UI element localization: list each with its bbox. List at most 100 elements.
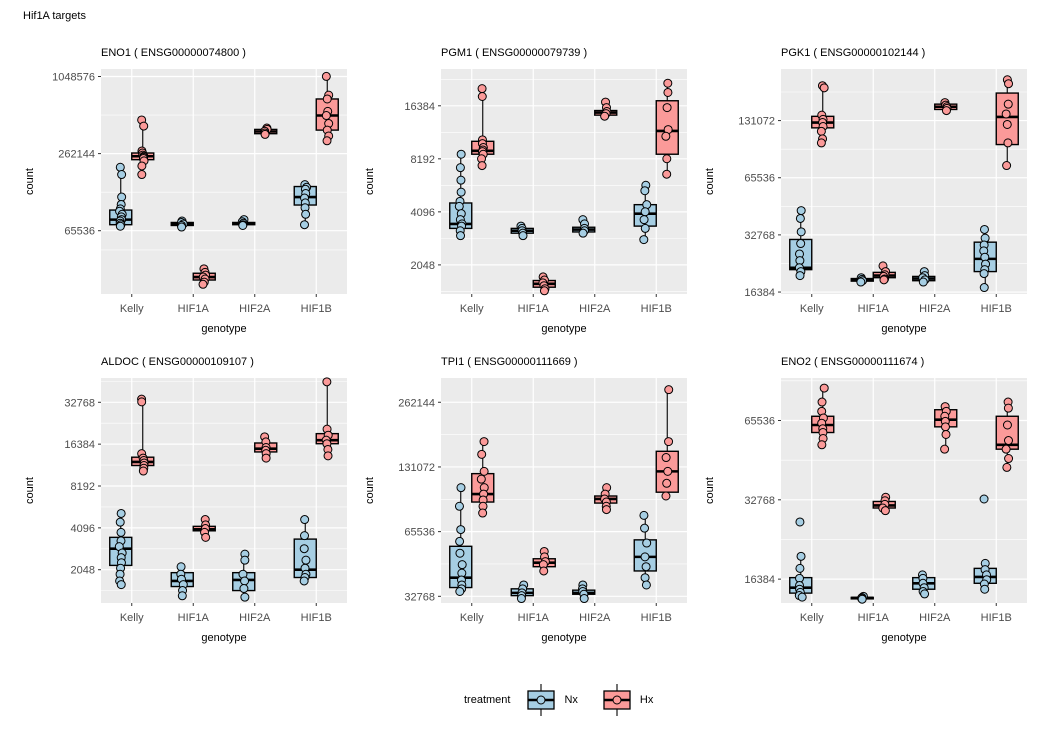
data-point bbox=[201, 532, 211, 542]
data-point bbox=[479, 466, 489, 476]
y-tick-label: 2048 bbox=[411, 260, 435, 272]
box-nx-kelly bbox=[789, 517, 813, 602]
panel-1: 65536 262144 1048576 Kelly HIF1A HIF2A HIF1B EN… bbox=[24, 47, 347, 335]
data-point bbox=[115, 221, 125, 231]
x-tick-label: Kelly bbox=[460, 612, 484, 624]
data-point bbox=[640, 207, 650, 217]
data-point bbox=[299, 544, 309, 554]
data-point bbox=[662, 103, 672, 113]
panel-2: 2048 4096 8192 16384 Kelly HIF1A HIF2A HIF1B PGM… bbox=[364, 47, 687, 335]
data-point bbox=[879, 275, 889, 285]
data-point bbox=[456, 175, 466, 185]
data-point bbox=[796, 239, 806, 249]
panel-title: PGM1 ( ENSG00000079739 ) bbox=[441, 47, 587, 59]
box-hx-hif1a bbox=[192, 264, 216, 289]
box-nx-kelly bbox=[109, 508, 133, 590]
box-hx-hif1b bbox=[655, 385, 679, 501]
x-axis-label: genotype bbox=[201, 323, 246, 335]
data-point bbox=[138, 466, 148, 476]
box-hx-hif1b bbox=[315, 71, 339, 146]
box-nx-hif1a bbox=[510, 221, 534, 241]
legend-key-hx bbox=[603, 684, 631, 716]
x-tick-label: Kelly bbox=[120, 303, 144, 315]
box-hx-hif1b bbox=[315, 377, 339, 461]
y-axis-label: count bbox=[704, 168, 716, 195]
data-point bbox=[117, 170, 127, 180]
data-point bbox=[880, 506, 890, 516]
legend-label-nx: Nx bbox=[564, 694, 578, 706]
box-hx-kelly bbox=[131, 394, 155, 476]
data-point bbox=[796, 206, 806, 216]
data-point bbox=[796, 551, 806, 561]
data-point bbox=[476, 474, 486, 484]
box-hx-hif1b bbox=[995, 397, 1019, 472]
legend-key-nx bbox=[527, 684, 556, 716]
data-point bbox=[664, 437, 674, 447]
data-point bbox=[1002, 420, 1012, 430]
data-point bbox=[662, 154, 672, 164]
data-point bbox=[601, 505, 611, 515]
data-point bbox=[177, 222, 187, 232]
box-nx-hif1b bbox=[973, 494, 997, 594]
y-tick-label: 65536 bbox=[744, 173, 775, 185]
data-point bbox=[240, 576, 250, 586]
data-point bbox=[979, 224, 989, 234]
data-point bbox=[1001, 109, 1011, 119]
x-tick-label: HIF2A bbox=[239, 612, 271, 624]
x-axis-label: genotype bbox=[881, 323, 926, 335]
data-point bbox=[979, 283, 989, 293]
x-axis-label: genotype bbox=[881, 632, 926, 644]
data-point bbox=[796, 227, 806, 237]
x-tick-label: HIF1A bbox=[518, 303, 550, 315]
x-axis-label: genotype bbox=[201, 632, 246, 644]
data-point bbox=[238, 220, 248, 230]
y-axis-label: count bbox=[364, 477, 376, 504]
x-tick-label: HIF1B bbox=[301, 303, 332, 315]
panel-background bbox=[441, 69, 687, 294]
data-point bbox=[323, 451, 333, 461]
y-tick-label: 65536 bbox=[404, 527, 435, 539]
box-nx-hif1a bbox=[170, 216, 194, 232]
data-point bbox=[322, 377, 332, 387]
faceted-box-plots: 65536 262144 1048576 Kelly HIF1A HIF2A HIF1B EN… bbox=[24, 47, 1027, 644]
data-point bbox=[795, 271, 805, 281]
data-point bbox=[857, 594, 867, 604]
x-tick-label: HIF1B bbox=[641, 303, 672, 315]
data-point bbox=[642, 538, 652, 548]
box-hx-hif2a bbox=[254, 432, 278, 463]
panel-5: 32768 65536 131072 262144 Kelly HIF1A HIF2A HIF… bbox=[364, 356, 687, 644]
x-tick-label: HIF1B bbox=[301, 612, 332, 624]
data-point bbox=[137, 161, 147, 171]
y-tick-label: 16384 bbox=[64, 439, 95, 451]
data-point bbox=[979, 269, 989, 279]
box-hx-hif1a bbox=[532, 272, 556, 296]
data-point bbox=[1003, 138, 1013, 148]
data-point bbox=[941, 106, 951, 116]
data-point bbox=[198, 279, 208, 289]
data-point bbox=[817, 440, 827, 450]
data-point bbox=[639, 215, 649, 225]
data-point bbox=[795, 213, 805, 223]
data-point bbox=[477, 449, 487, 459]
x-tick-label: Kelly bbox=[800, 303, 824, 315]
data-point bbox=[115, 517, 125, 527]
box-nx-hif1b bbox=[293, 180, 317, 230]
box-hx-hif1a bbox=[872, 261, 896, 285]
box-hx-hif2a bbox=[254, 123, 278, 139]
data-point bbox=[641, 580, 651, 590]
x-tick-label: HIF1A bbox=[858, 303, 890, 315]
y-tick-label: 16384 bbox=[744, 287, 775, 299]
box-nx-kelly bbox=[449, 483, 473, 597]
y-tick-label: 131072 bbox=[398, 462, 435, 474]
x-tick-label: HIF2A bbox=[919, 303, 951, 315]
y-tick-label: 8192 bbox=[411, 154, 435, 166]
data-point bbox=[795, 563, 805, 573]
data-point bbox=[1002, 462, 1012, 472]
box-nx-kelly bbox=[109, 162, 133, 231]
x-tick-label: HIF1B bbox=[981, 303, 1012, 315]
data-point bbox=[639, 510, 649, 520]
data-point bbox=[137, 170, 147, 180]
data-point bbox=[640, 573, 650, 583]
data-point bbox=[1003, 436, 1013, 446]
data-point bbox=[1004, 79, 1014, 89]
